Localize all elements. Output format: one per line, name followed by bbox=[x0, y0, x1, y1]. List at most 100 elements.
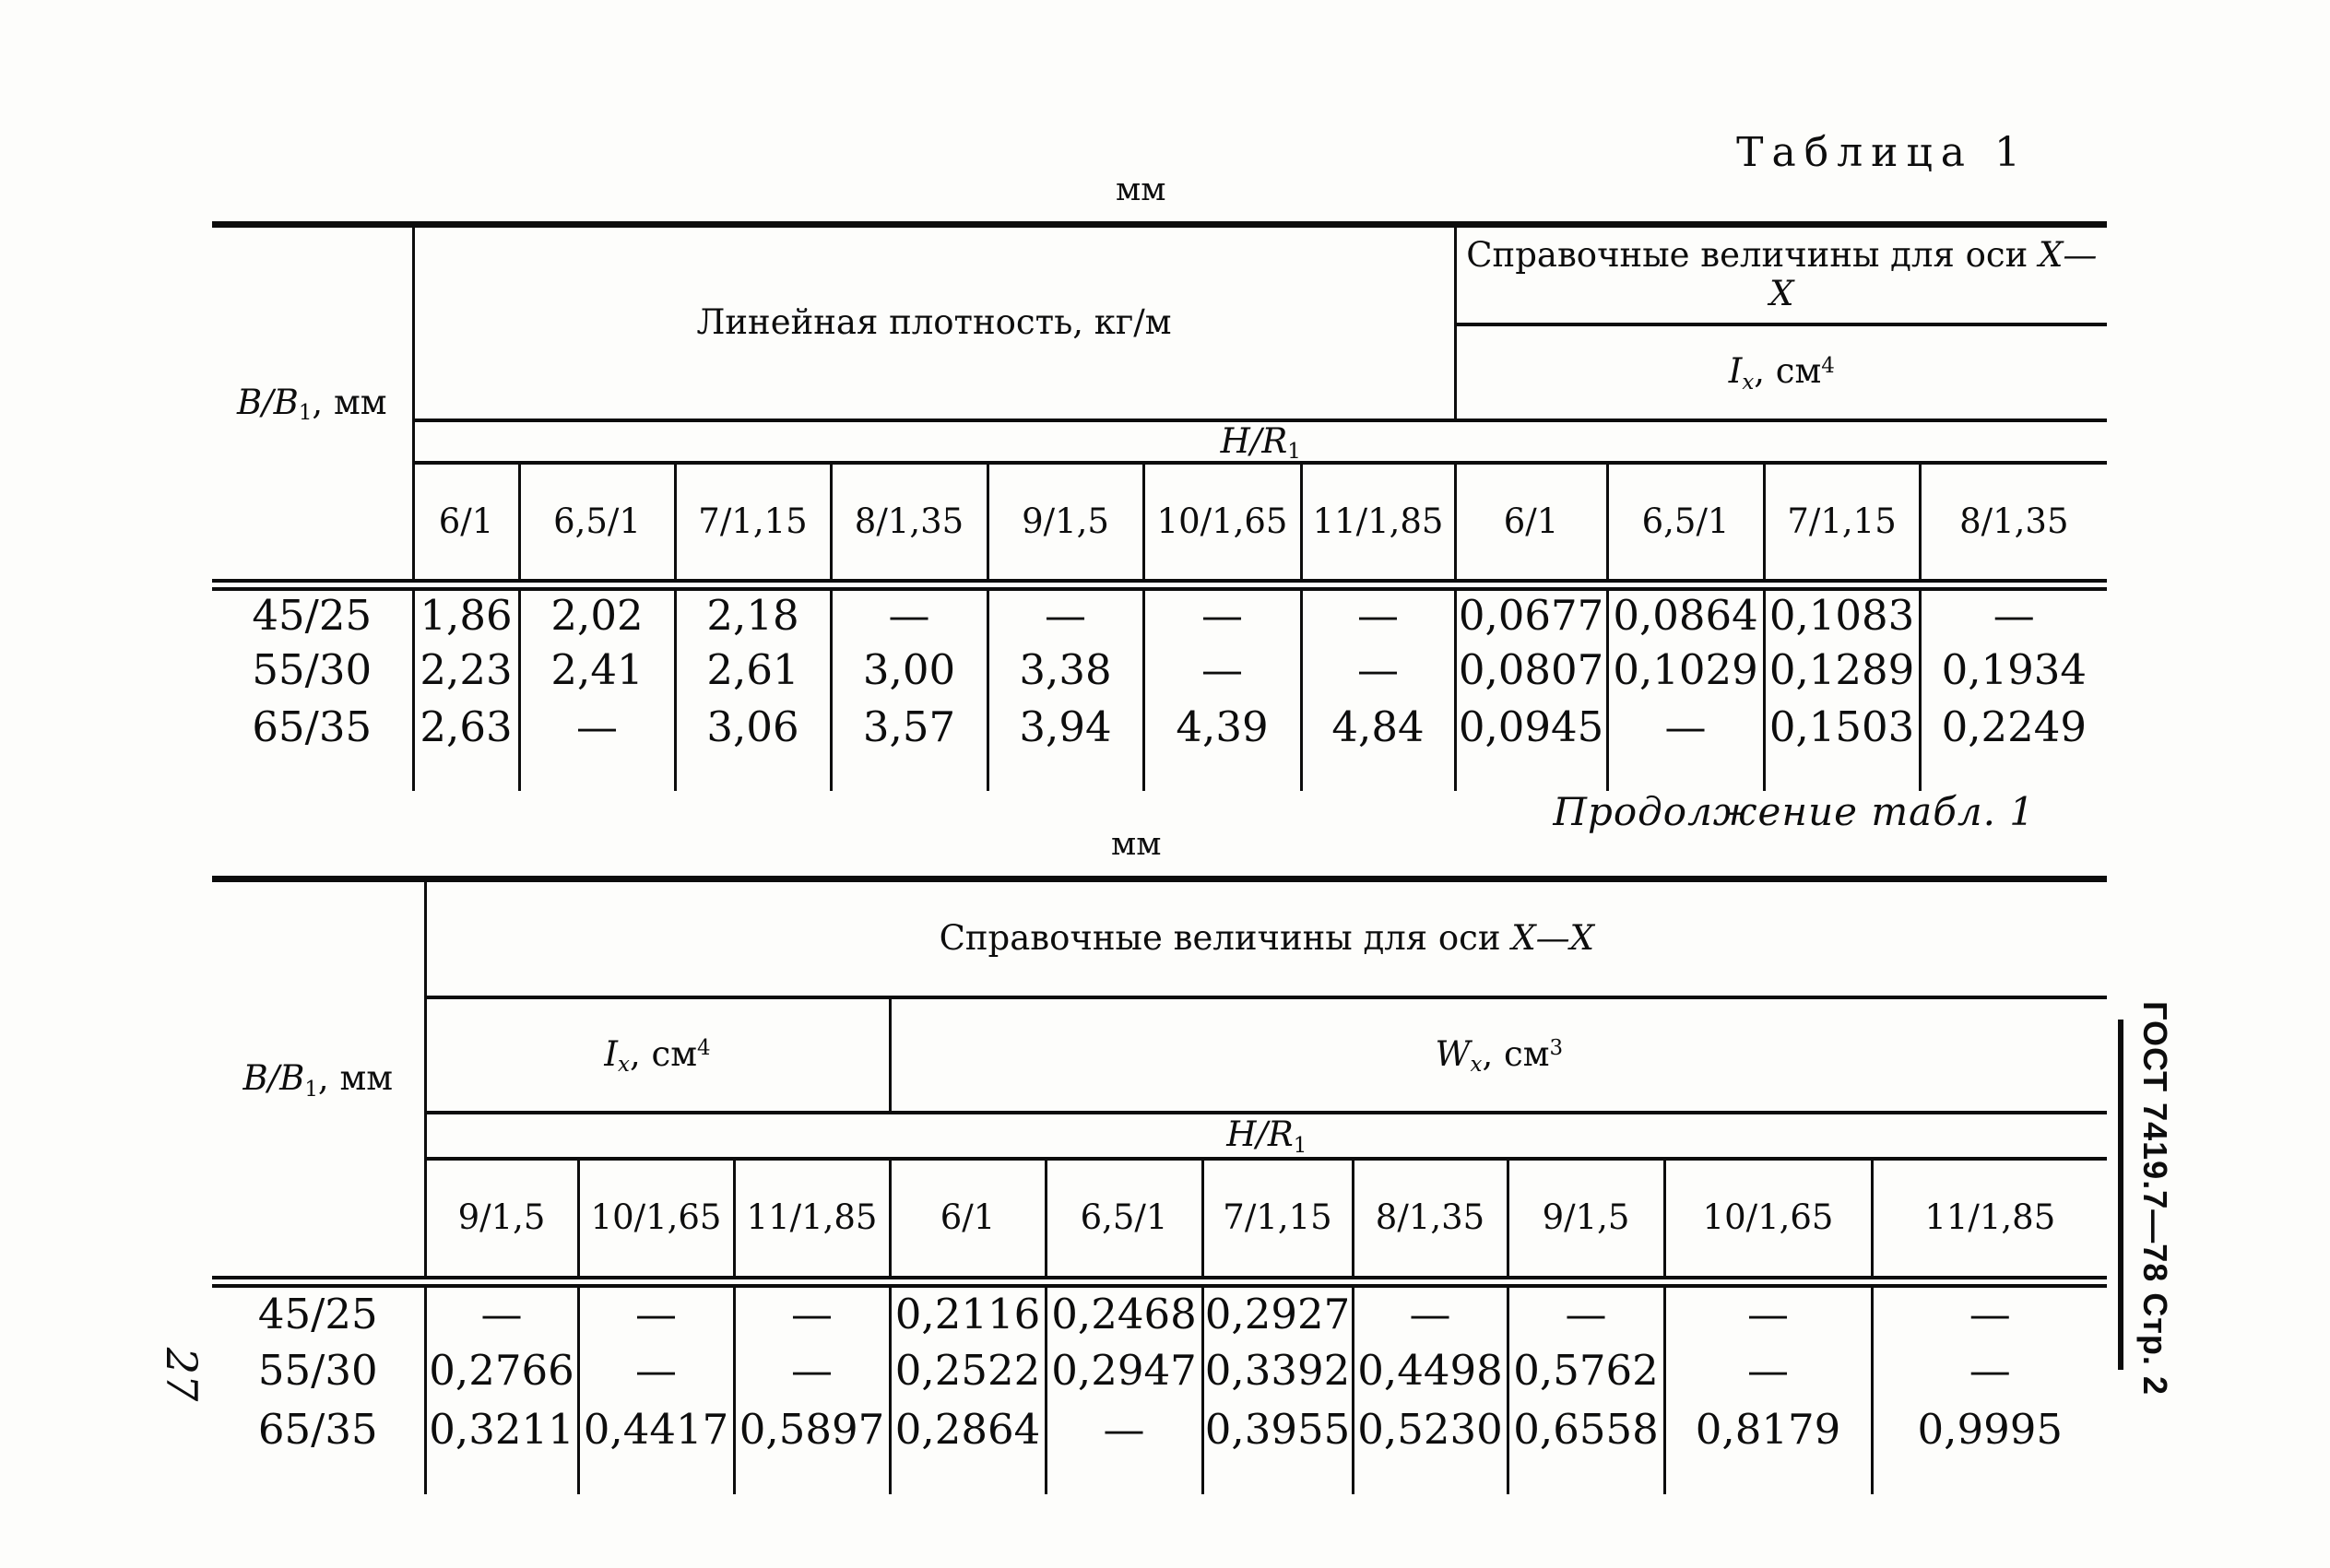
data-cell: — bbox=[578, 1340, 736, 1400]
data-cell: 2,18 bbox=[675, 584, 833, 643]
data-cell: 0,5762 bbox=[1508, 1340, 1666, 1400]
hr1-band-header: H/R1 bbox=[425, 1112, 2108, 1161]
col-header: 8/1,35 bbox=[1920, 463, 2108, 591]
reference-values-header: Справочные величины для оси X—X bbox=[1455, 224, 2108, 326]
data-cell: 0,2522 bbox=[890, 1340, 1047, 1400]
data-cell: — bbox=[1046, 1399, 1204, 1459]
data-cell: 0,5230 bbox=[1353, 1399, 1509, 1459]
col-header: 6/1 bbox=[413, 463, 521, 591]
data-cell: 0,1503 bbox=[1764, 699, 1922, 757]
data-cell: — bbox=[1969, 1289, 2011, 1338]
col-header: 6,5/1 bbox=[1607, 463, 1766, 591]
data-cell: 0,6558 bbox=[1508, 1399, 1666, 1459]
data-cell: — bbox=[1353, 1281, 1509, 1341]
data-cell: — bbox=[1969, 1345, 2011, 1395]
row-label: 55/30 bbox=[212, 642, 415, 700]
continuation-caption: Продолжение табл. 1 bbox=[1553, 789, 2035, 834]
row-label: 65/35 bbox=[212, 699, 415, 757]
data-cell: 0,3392 bbox=[1202, 1340, 1354, 1400]
data-cell: 0,3211 bbox=[425, 1399, 580, 1459]
unit-label-top: мм bbox=[1116, 171, 1166, 208]
data-cell: 0,4498 bbox=[1353, 1340, 1509, 1400]
data-cell: 2,23 bbox=[413, 642, 521, 700]
table-row: 45/25 1,86 2,02 2,18 — — — — 0,0677 0,08… bbox=[212, 584, 2107, 643]
table-row: 65/35 2,63 — 3,06 3,57 3,94 4,39 4,84 0,… bbox=[212, 699, 2107, 757]
col-header: 7/1,15 bbox=[1764, 463, 1922, 591]
data-cell: — bbox=[1664, 1340, 1874, 1400]
table-row: 55/30 2,23 2,41 2,61 3,00 3,38 — — 0,080… bbox=[212, 642, 2107, 700]
col-header: 9/1,5 bbox=[425, 1158, 580, 1288]
ix-header: Ix, см4 bbox=[1455, 324, 2108, 422]
data-cell: 2,41 bbox=[519, 642, 677, 700]
col-header: 7/1,15 bbox=[675, 463, 833, 591]
page-number: 27 bbox=[157, 1347, 207, 1402]
data-cell: 3,00 bbox=[831, 642, 989, 700]
row-label: 45/25 bbox=[212, 584, 415, 643]
data-cell: 0,0677 bbox=[1455, 584, 1609, 643]
bb1-column-header: B/B1, мм bbox=[212, 878, 427, 1288]
data-cell: 0,2927 bbox=[1202, 1281, 1354, 1341]
col-header: 7/1,15 bbox=[1202, 1158, 1354, 1288]
hr1-label: H/R1 bbox=[1220, 420, 1301, 464]
row-label: 55/30 bbox=[212, 1340, 427, 1400]
data-cell: 4,84 bbox=[1301, 699, 1457, 757]
data-cell: 0,0807 bbox=[1455, 642, 1609, 700]
col-header: 6,5/1 bbox=[519, 463, 677, 591]
table-row-spacer bbox=[212, 1458, 2107, 1494]
bb1-label: B/B1, мм bbox=[236, 383, 387, 426]
table-caption: Таблица 1 bbox=[1736, 129, 2028, 176]
data-cell: — bbox=[519, 699, 677, 757]
data-cell: — bbox=[734, 1340, 892, 1400]
data-cell: 3,38 bbox=[988, 642, 1145, 700]
data-cell: 0,4417 bbox=[578, 1399, 736, 1459]
col-header: 9/1,5 bbox=[1508, 1158, 1666, 1288]
ix-label: Ix, см4 bbox=[1728, 351, 1835, 395]
col-header: 6,5/1 bbox=[1046, 1158, 1204, 1288]
data-cell: — bbox=[1607, 699, 1766, 757]
data-cell: 0,1029 bbox=[1607, 642, 1766, 700]
data-cell: 0,2116 bbox=[890, 1281, 1047, 1341]
reference-values-header: Справочные величины для оси X—X bbox=[425, 878, 2108, 999]
data-cell: 2,61 bbox=[675, 642, 833, 700]
bb1-label: B/B1, мм bbox=[242, 1058, 394, 1102]
data-cell: 0,1083 bbox=[1764, 584, 1922, 643]
gost-divider-line bbox=[2118, 1020, 2123, 1370]
table-row: 45/25 — — — 0,2116 0,2468 0,2927 — — — — bbox=[212, 1281, 2107, 1341]
data-cell: 3,57 bbox=[831, 699, 989, 757]
data-cell: 2,02 bbox=[519, 584, 677, 643]
col-header: 10/1,65 bbox=[1664, 1158, 1874, 1288]
data-cell: — bbox=[425, 1281, 580, 1341]
gost-footer-note: ГОСТ 7419.7—78 Стр. 2 bbox=[2136, 1001, 2174, 1396]
hr1-band-header: H/R1 bbox=[413, 419, 2108, 466]
row-label: 65/35 bbox=[212, 1399, 427, 1459]
data-cell: — bbox=[831, 584, 989, 643]
data-cell: 0,1934 bbox=[1941, 645, 2088, 695]
col-header: 11/1,85 bbox=[1872, 1158, 2108, 1288]
col-header: 8/1,35 bbox=[831, 463, 989, 591]
data-cell: 0,0945 bbox=[1455, 699, 1609, 757]
wx-header: Wx, см3 bbox=[890, 996, 2108, 1114]
data-cell: 0,3955 bbox=[1202, 1399, 1354, 1459]
data-cell: — bbox=[988, 584, 1145, 643]
data-cell: 0,2249 bbox=[1941, 702, 2088, 752]
ix-label: Ix, см4 bbox=[604, 1033, 711, 1078]
data-cell: — bbox=[1301, 642, 1457, 700]
data-cell: 1,86 bbox=[413, 584, 521, 643]
table-row-spacer bbox=[212, 756, 2107, 792]
data-cell: 2,63 bbox=[413, 699, 521, 757]
col-header: 9/1,5 bbox=[988, 463, 1145, 591]
data-cell: 0,2947 bbox=[1046, 1340, 1204, 1400]
col-header: 6/1 bbox=[1455, 463, 1609, 591]
data-cell: — bbox=[578, 1281, 736, 1341]
col-header: 10/1,65 bbox=[1143, 463, 1303, 591]
unit-label-bottom: мм bbox=[1111, 826, 1162, 863]
ix-header: Ix, см4 bbox=[425, 996, 892, 1114]
data-cell: 0,8179 bbox=[1664, 1399, 1874, 1459]
data-cell: — bbox=[734, 1281, 892, 1341]
row-label: 45/25 bbox=[212, 1281, 427, 1341]
axis-label: X—X bbox=[1769, 234, 2098, 314]
table-row: 55/30 0,2766 — — 0,2522 0,2947 0,3392 0,… bbox=[212, 1340, 2107, 1400]
table-row: 65/35 0,3211 0,4417 0,5897 0,2864 — 0,39… bbox=[212, 1399, 2107, 1459]
data-cell: 0,2766 bbox=[425, 1340, 580, 1400]
